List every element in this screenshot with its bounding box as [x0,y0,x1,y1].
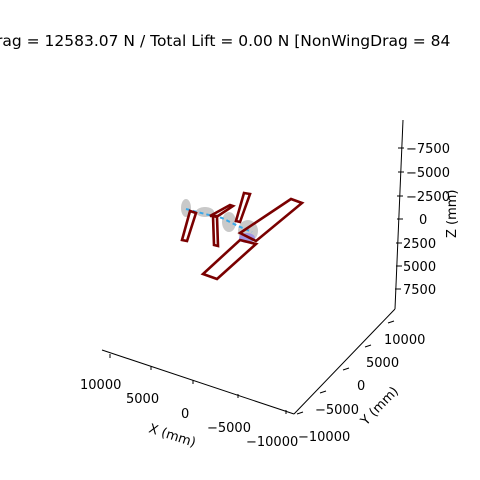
x-tick-label: −10000 [246,435,298,450]
y-tick-mark [296,411,304,415]
y-ticks [296,320,395,415]
x-ticks [109,354,287,414]
canard-left [180,209,198,243]
x-axis-label: X (mm) [147,422,198,451]
y-tick-label: 0 [357,379,365,394]
y-tick-label: 10000 [384,333,425,348]
z-axis-line [394,119,404,310]
x-tick-label: −5000 [207,421,251,436]
x-tick-label: 0 [181,407,189,422]
strut-mid [209,203,236,218]
y-axis-line [293,308,396,415]
vertical-tail [234,191,252,224]
main-wing-left [200,238,259,281]
z-ticks [395,147,404,290]
z-tick-labels: −7500 −5000 −2500 0 2500 5000 7500 [403,142,450,298]
x-tick-label: 5000 [126,392,159,407]
main-wing-right [237,197,305,243]
chart-title: rag = 12583.07 N / Total Lift = 0.00 N [… [0,32,451,50]
z-axis-label: Z (mm) [445,189,460,238]
y-tick-mark [364,344,372,348]
x-tick-label: 10000 [80,378,121,393]
x-tick-labels: 10000 5000 0 −5000 −10000 [80,378,298,450]
z-tick-label: −2500 [406,190,450,205]
z-tick-label: −7500 [406,142,450,157]
y-tick-labels: 10000 5000 0 −5000 −10000 [298,333,425,445]
centerline-path [185,208,253,233]
y-tick-label: −5000 [315,403,359,418]
z-tick-label: −5000 [406,166,450,181]
x-axis-line [101,349,295,415]
z-tick-label: 7500 [403,283,436,298]
z-tick-label: 5000 [403,260,436,275]
aircraft-model [180,191,305,281]
z-tick-label: 0 [419,213,427,228]
y-tick-label: 5000 [366,356,399,371]
y-tick-mark [319,390,327,394]
fin-mid [211,214,220,248]
z-tick-label: 2500 [403,237,436,252]
y-tick-mark [387,320,395,324]
y-tick-mark [342,367,350,371]
y-tick-label: −10000 [298,430,350,445]
